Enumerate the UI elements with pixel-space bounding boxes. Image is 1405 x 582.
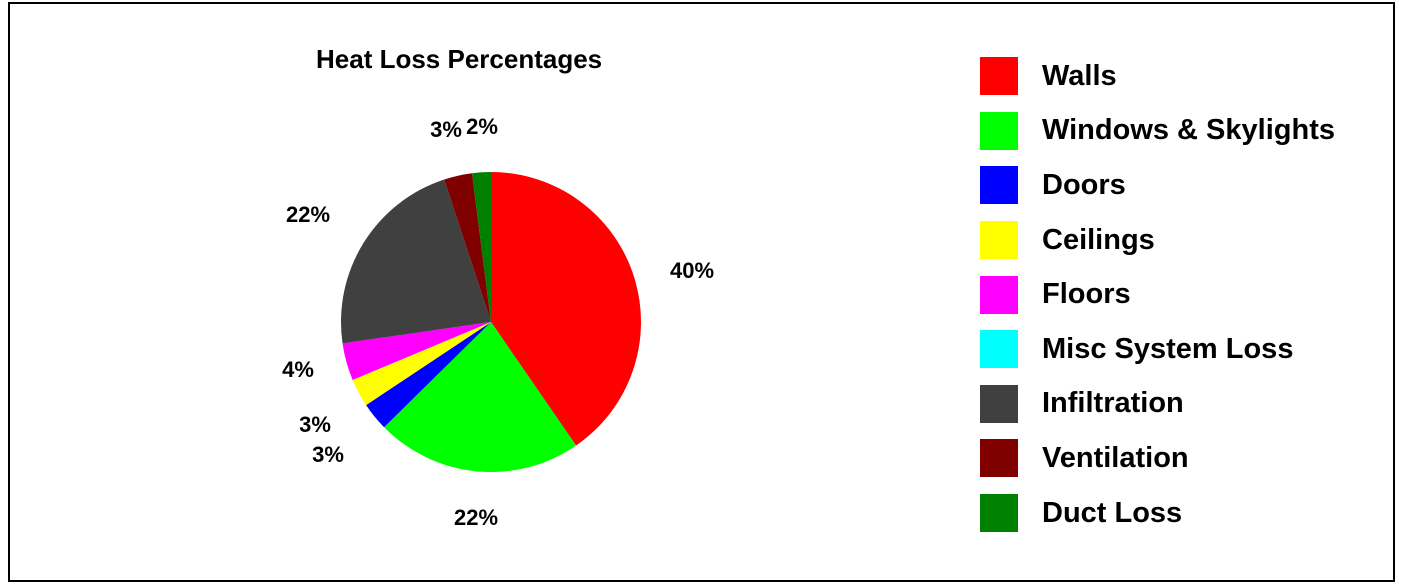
legend-swatch bbox=[980, 384, 1018, 423]
legend-label: Misc System Loss bbox=[1042, 332, 1294, 365]
data-label-ceilings: 3% bbox=[299, 412, 331, 437]
pie-chart: 40%22%3%3%4%22%3% 2% bbox=[282, 114, 714, 530]
legend-label: Duct Loss bbox=[1042, 496, 1183, 529]
legend-item-walls: Walls bbox=[980, 49, 1335, 104]
slice-ventilation bbox=[444, 173, 491, 322]
legend-item-floors: Floors bbox=[980, 267, 1335, 322]
data-label-doors: 3% bbox=[312, 442, 344, 467]
legend-item-misc-system-loss: Misc System Loss bbox=[980, 322, 1335, 377]
legend-label: Ceilings bbox=[1042, 223, 1155, 256]
legend-label: Ventilation bbox=[1042, 441, 1189, 474]
legend-label: Infiltration bbox=[1042, 387, 1184, 420]
legend-swatch bbox=[980, 494, 1018, 533]
legend-swatch bbox=[980, 439, 1018, 478]
legend-item-ceilings: Ceilings bbox=[980, 213, 1335, 268]
legend-item-duct-loss: Duct Loss bbox=[980, 486, 1335, 541]
chart-title: Heat Loss Percentages bbox=[316, 44, 603, 74]
legend-item-doors: Doors bbox=[980, 158, 1335, 213]
legend-item-windows-skylights: Windows & Skylights bbox=[980, 104, 1335, 159]
data-label-windows-skylights: 22% bbox=[454, 505, 498, 530]
data-label-floors: 4% bbox=[282, 357, 314, 382]
legend-label: Windows & Skylights bbox=[1042, 114, 1335, 147]
legend-swatch bbox=[980, 275, 1018, 314]
slice-doors bbox=[366, 322, 491, 428]
data-label-duct-loss: 2% bbox=[466, 114, 498, 139]
slice-infiltration bbox=[341, 179, 491, 344]
data-label-infiltration: 22% bbox=[286, 202, 330, 227]
legend: Walls Windows & Skylights Doors Ceilings Flo… bbox=[980, 49, 1335, 540]
chart-frame bbox=[8, 2, 1395, 582]
data-label-walls: 40% bbox=[670, 258, 714, 283]
legend-swatch bbox=[980, 221, 1018, 260]
slice-floors bbox=[342, 322, 491, 380]
legend-swatch bbox=[980, 111, 1018, 150]
legend-swatch bbox=[980, 330, 1018, 369]
slice-duct-loss bbox=[472, 172, 491, 322]
legend-label: Floors bbox=[1042, 278, 1131, 311]
legend-item-ventilation: Ventilation bbox=[980, 431, 1335, 486]
data-label-ventilation: 3% bbox=[430, 117, 462, 142]
slice-windows-skylights bbox=[384, 322, 577, 472]
legend-label: Walls bbox=[1042, 59, 1117, 92]
legend-swatch bbox=[980, 166, 1018, 205]
slice-walls bbox=[491, 172, 642, 446]
legend-label: Doors bbox=[1042, 168, 1126, 201]
legend-swatch bbox=[980, 57, 1018, 96]
legend-item-infiltration: Infiltration bbox=[980, 377, 1335, 432]
slice-ceilings bbox=[352, 322, 491, 406]
